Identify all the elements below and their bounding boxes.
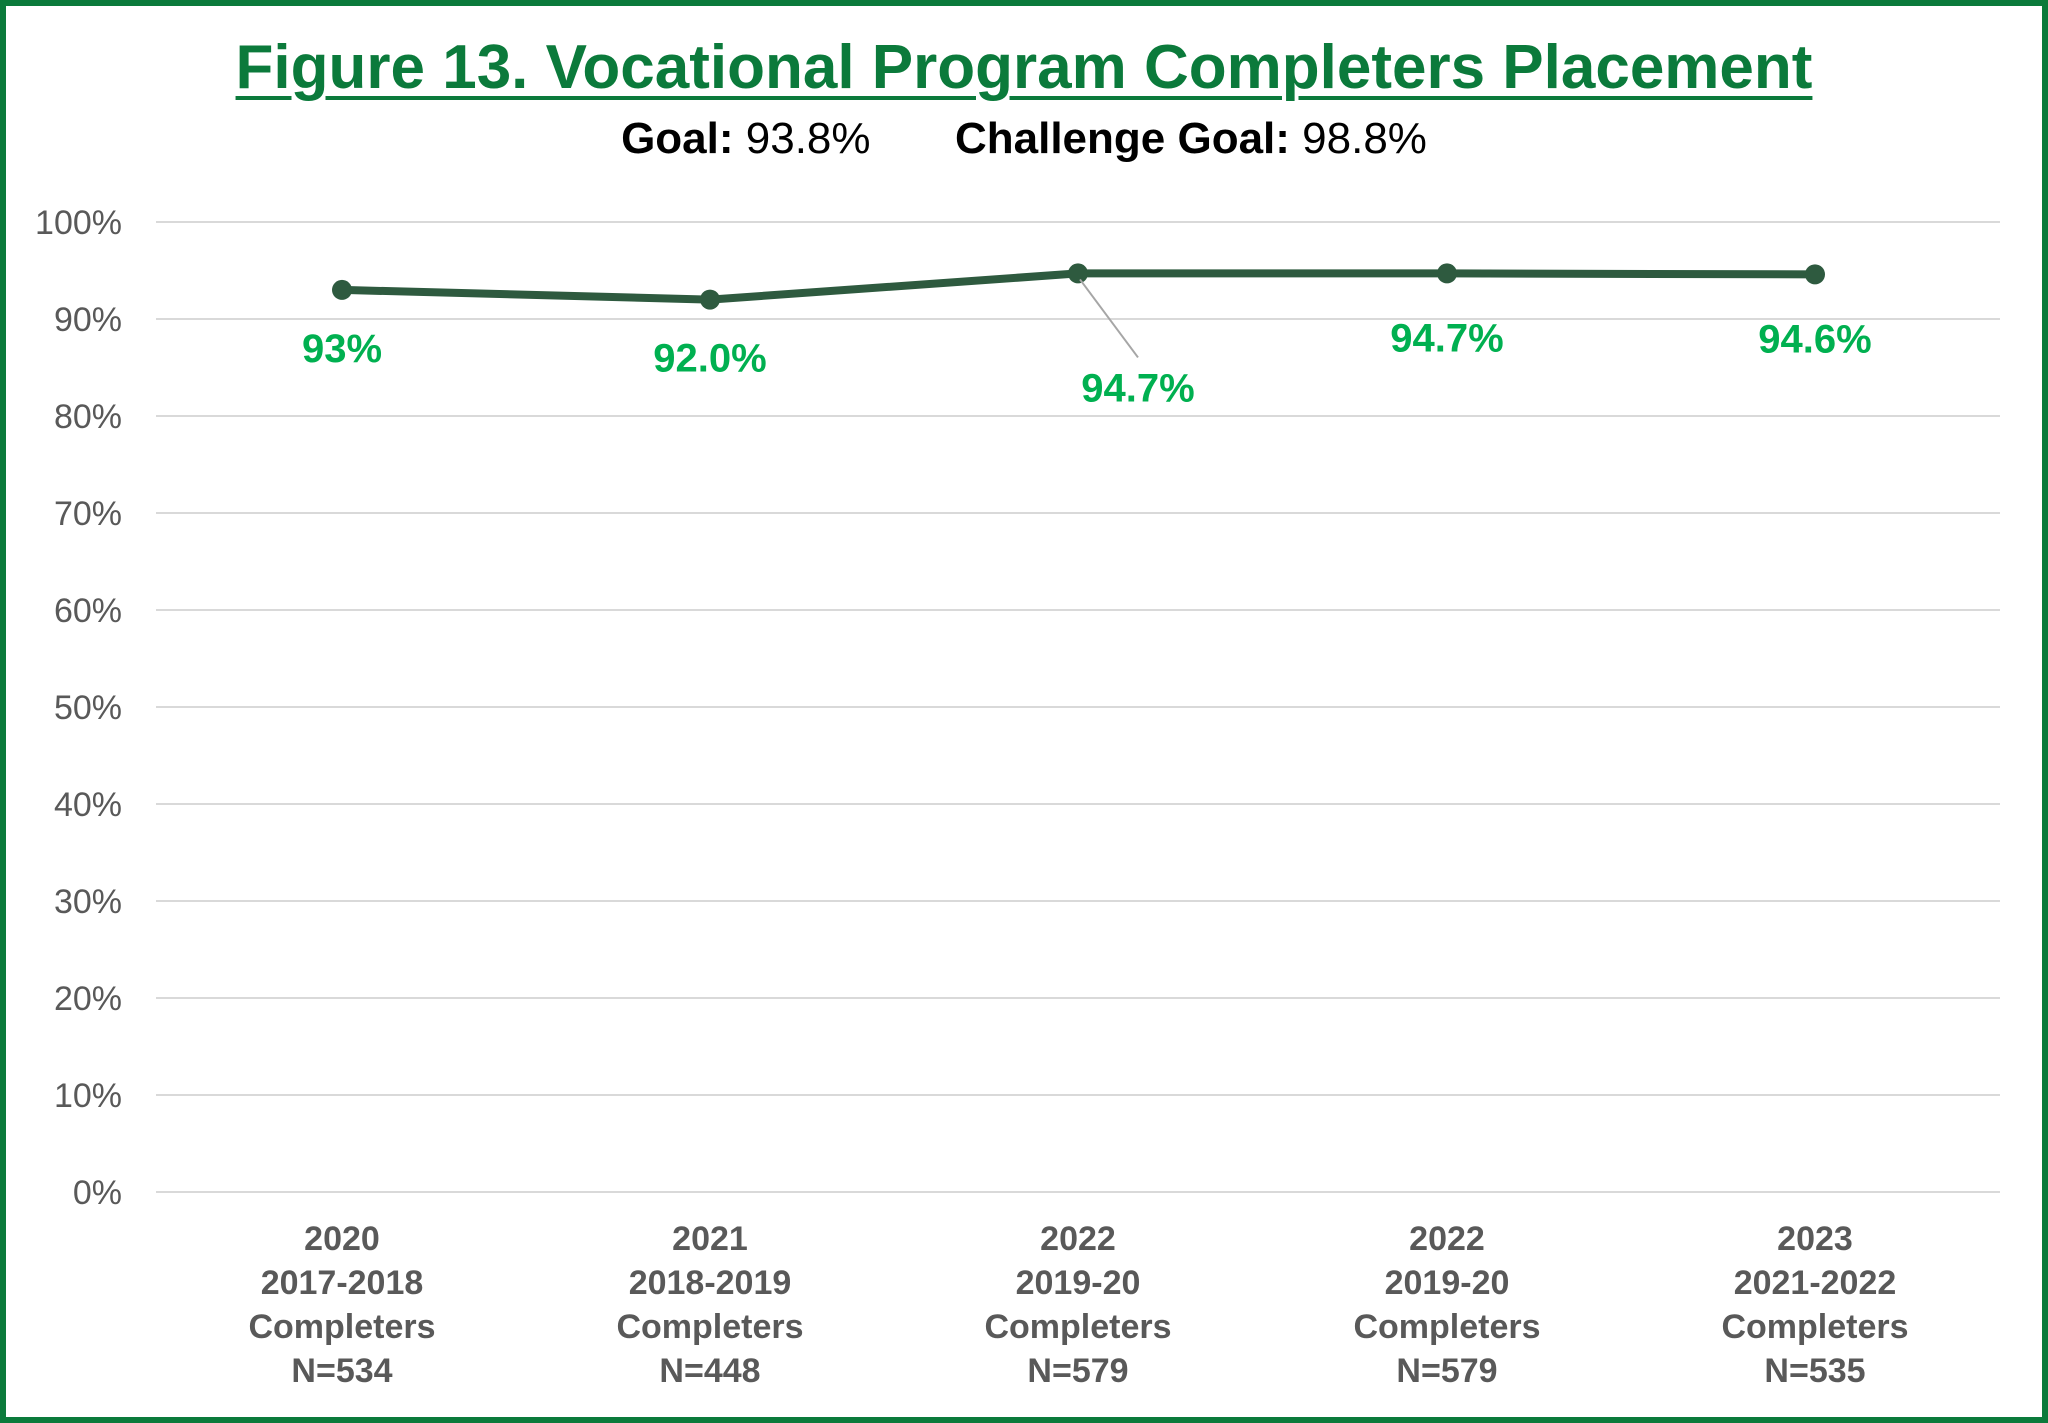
x-category-line: 2023	[1777, 1220, 1853, 1258]
data-point-marker	[1805, 264, 1825, 285]
x-category-label: 2020 2017-2018 Completers N=534	[248, 1220, 435, 1390]
data-point-marker	[1437, 263, 1457, 284]
data-label: 94.7%	[1081, 366, 1194, 410]
data-label: 92.0%	[653, 337, 766, 381]
challenge-goal-label: Challenge Goal:	[954, 114, 1290, 163]
data-labels: 93% 92.0% 94.7% 94.7% 94.6%	[302, 278, 1872, 410]
x-category-line: N=579	[1027, 1352, 1128, 1390]
y-axis-ticks: 0% 10% 20% 30% 40% 50% 60% 70% 80% 90% 100%	[35, 204, 122, 1212]
data-point-marker	[1068, 263, 1088, 284]
x-category-line: N=579	[1396, 1352, 1497, 1390]
y-tick-label: 100%	[35, 204, 122, 242]
x-category-label: 2022 2019-20 Completers N=579	[1353, 1220, 1540, 1390]
x-category-line: 2018-2019	[629, 1264, 792, 1302]
y-tick-label: 90%	[54, 301, 122, 339]
data-point-marker	[332, 279, 352, 300]
x-category-line: 2022	[1409, 1220, 1485, 1258]
data-label: 93%	[302, 327, 382, 371]
x-category-line: 2021	[672, 1220, 748, 1258]
x-category-label: 2021 2018-2019 Completers N=448	[616, 1220, 803, 1390]
y-tick-label: 50%	[54, 689, 122, 727]
x-category-line: 2020	[304, 1220, 380, 1258]
goal-value: 93.8%	[745, 114, 871, 163]
x-category-line: Completers	[984, 1308, 1171, 1346]
chart-subtitle: Goal: 93.8% Challenge Goal: 98.8%	[0, 114, 2048, 164]
x-category-label: 2023 2021-2022 Completers N=535	[1721, 1220, 1908, 1390]
challenge-goal-value: 98.8%	[1302, 114, 1427, 163]
y-tick-label: 0%	[73, 1174, 122, 1212]
y-tick-label: 70%	[54, 495, 122, 533]
data-point-marker	[700, 289, 720, 310]
series-placement	[332, 263, 1825, 310]
x-category-line: N=448	[659, 1352, 760, 1390]
x-category-line: Completers	[1353, 1308, 1540, 1346]
x-category-line: Completers	[248, 1308, 435, 1346]
data-label-leader-line	[1079, 278, 1139, 359]
x-category-line: Completers	[616, 1308, 803, 1346]
data-label: 94.6%	[1758, 317, 1871, 361]
goal-label: Goal:	[621, 114, 734, 163]
x-category-line: 2019-20	[1385, 1264, 1510, 1302]
data-label: 94.7%	[1390, 316, 1503, 360]
x-category-line: 2017-2018	[261, 1264, 424, 1302]
y-tick-label: 30%	[54, 883, 122, 921]
x-category-line: N=534	[291, 1352, 392, 1390]
x-category-line: 2019-20	[1016, 1264, 1141, 1302]
x-category-label: 2022 2019-20 Completers N=579	[984, 1220, 1171, 1390]
x-category-line: N=535	[1764, 1352, 1865, 1390]
x-axis-categories: 2020 2017-2018 Completers N=534 2021 2018-201…	[248, 1220, 1908, 1390]
y-tick-label: 20%	[54, 980, 122, 1018]
chart-title: Figure 13. Vocational Program Completers…	[0, 32, 2048, 103]
x-category-line: 2021-2022	[1734, 1264, 1897, 1302]
x-category-line: Completers	[1721, 1308, 1908, 1346]
y-tick-label: 80%	[54, 398, 122, 436]
gridlines	[156, 221, 2000, 1193]
y-tick-label: 60%	[54, 592, 122, 630]
chart-title-text: Figure 13. Vocational Program Completers…	[235, 33, 1813, 102]
y-tick-label: 40%	[54, 786, 122, 824]
x-category-line: 2022	[1040, 1220, 1116, 1258]
y-tick-label: 10%	[54, 1077, 122, 1115]
